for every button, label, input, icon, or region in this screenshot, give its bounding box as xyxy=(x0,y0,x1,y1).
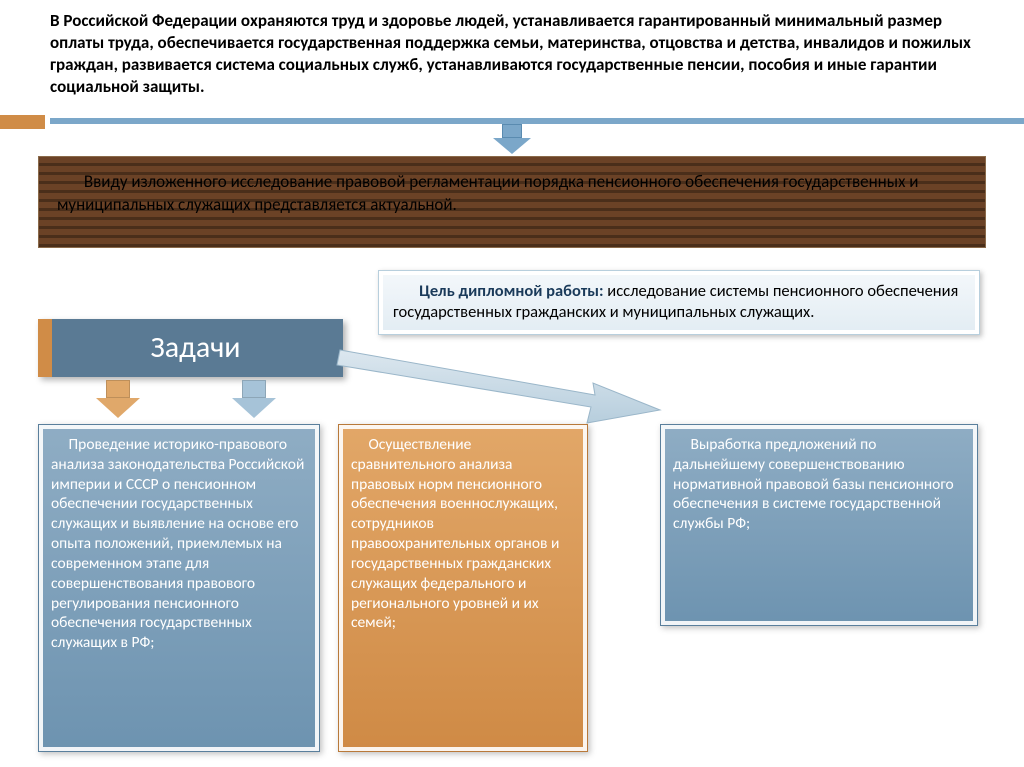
tasks-header-accent xyxy=(38,319,52,377)
divider-blue-line xyxy=(50,118,1024,124)
goal-label: Цель дипломной работы: xyxy=(419,281,603,301)
task-card-1: Проведение историко-правового анализа за… xyxy=(38,424,320,752)
task-card-1-cap: П xyxy=(69,435,79,454)
arrow-long-right-icon xyxy=(335,345,665,425)
task-card-2: Осуществление сравнительного анализа пра… xyxy=(338,424,588,752)
divider-orange-tab xyxy=(0,115,45,129)
context-text: Ввиду изложенного исследование правовой … xyxy=(57,171,918,215)
tasks-header: Задачи xyxy=(38,319,343,377)
goal-box: Цель дипломной работы: исследование сист… xyxy=(378,270,980,335)
context-striped-box: Ввиду изложенного исследование правовой … xyxy=(38,156,986,248)
arrow-small-orange-icon xyxy=(96,380,140,420)
tasks-header-text: Задачи xyxy=(38,319,343,377)
intro-paragraph: В Российской Федерации охраняются труд и… xyxy=(0,0,1024,106)
arrow-small-blue-icon xyxy=(232,380,276,420)
task-card-3: Выработка предложений по дальнейшему сов… xyxy=(660,424,978,626)
task-card-2-cap: О xyxy=(369,435,379,454)
task-card-1-text: роведение историко-правового анализа зак… xyxy=(51,435,304,652)
task-card-2-text: существление сравнительного анализа прав… xyxy=(351,435,559,632)
task-card-3-text: ыработка предложений по дальнейшему сове… xyxy=(673,435,954,533)
task-card-3-cap: В xyxy=(691,435,699,454)
arrow-down-icon xyxy=(493,124,531,154)
divider-band xyxy=(0,110,1024,124)
